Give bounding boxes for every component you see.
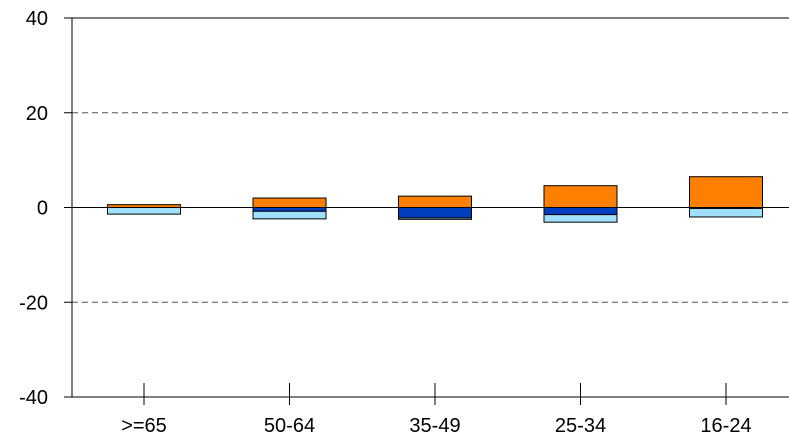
x-tick-label: 35-49 <box>409 415 460 437</box>
x-tick-label: >=65 <box>121 415 167 437</box>
y-tick-label: -40 <box>19 387 48 409</box>
bar <box>398 207 472 219</box>
y-tick-label: -20 <box>19 292 48 314</box>
bar <box>252 197 327 208</box>
y-tick-label: 20 <box>26 103 48 125</box>
y-axis-ticks: 40 20 0 -20 -40 <box>19 8 72 409</box>
x-tick-label: 16-24 <box>700 415 751 437</box>
bar <box>398 195 472 209</box>
bar <box>398 217 472 220</box>
x-tick-label: 50-64 <box>264 415 315 437</box>
bar <box>252 210 327 220</box>
x-tick-label: 25-34 <box>555 415 606 437</box>
axes <box>71 17 789 398</box>
bar <box>543 185 618 209</box>
bar <box>543 214 618 223</box>
x-axis-ticks: >=65 50-64 35-49 25-34 16-24 <box>121 383 752 437</box>
bar <box>689 176 763 209</box>
bar <box>252 207 327 212</box>
bar <box>107 207 181 215</box>
bar <box>689 207 763 218</box>
bar <box>543 207 618 216</box>
y-tick-label: 40 <box>26 8 48 30</box>
y-tick-label: 0 <box>37 198 48 220</box>
bars <box>107 176 763 223</box>
